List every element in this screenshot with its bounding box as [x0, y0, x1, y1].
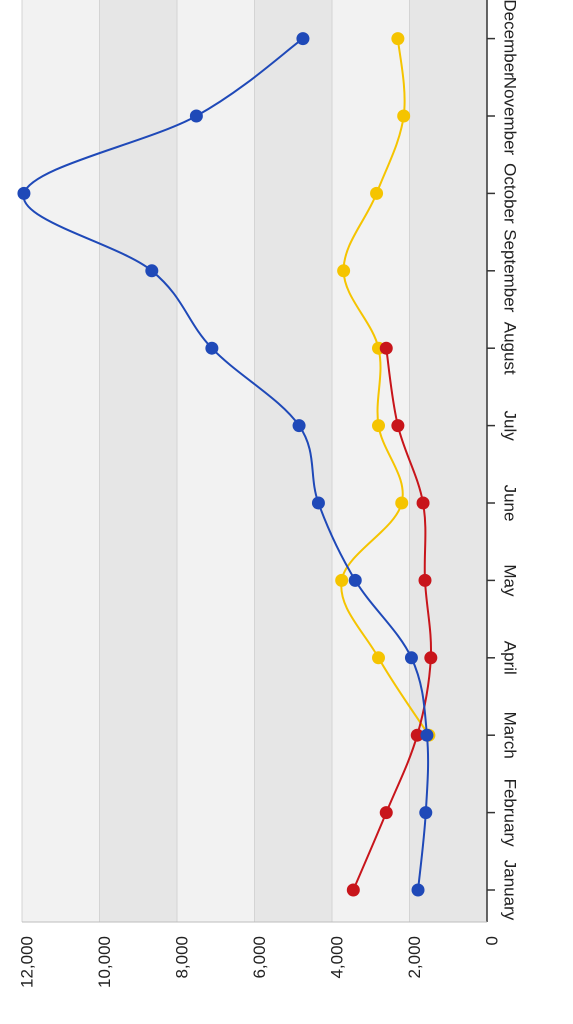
data-point[interactable] [404, 651, 418, 665]
x-tick-label: March [501, 712, 520, 759]
data-point[interactable] [346, 883, 360, 897]
series-3 [346, 341, 438, 897]
data-point[interactable] [17, 186, 31, 200]
data-point[interactable] [372, 419, 385, 433]
plot-band [177, 0, 255, 922]
x-tick-label: October [501, 163, 520, 224]
axes [22, 0, 488, 923]
y-tick-label: 6,000 [250, 936, 269, 979]
data-point[interactable] [379, 341, 393, 355]
data-point[interactable] [205, 341, 219, 355]
x-tick-label: February [501, 779, 520, 848]
plot-band [22, 0, 100, 922]
x-tick-label: August [501, 322, 520, 375]
x-tick-label: July [501, 410, 520, 441]
data-point[interactable] [296, 32, 310, 46]
data-point[interactable] [418, 573, 432, 587]
x-tick-label: June [501, 485, 520, 522]
plot-band [332, 0, 410, 922]
x-tick-label: September [501, 229, 520, 312]
y-tick-label: 4,000 [327, 936, 346, 979]
data-point[interactable] [391, 32, 405, 46]
y-tick-label: 8,000 [172, 936, 191, 979]
data-point[interactable] [410, 728, 424, 742]
data-point[interactable] [419, 806, 433, 820]
data-point[interactable] [335, 573, 349, 587]
data-point[interactable] [348, 573, 362, 587]
data-point[interactable] [292, 419, 306, 433]
data-point[interactable] [395, 496, 409, 510]
data-point[interactable] [189, 109, 203, 123]
series-group [17, 32, 438, 897]
plot-band [254, 0, 332, 922]
data-point[interactable] [420, 728, 434, 742]
data-point[interactable] [391, 419, 405, 433]
y-tick-label: 12,000 [17, 936, 36, 988]
x-tick-label: May [501, 564, 520, 597]
data-point[interactable] [397, 109, 411, 123]
data-point[interactable] [145, 264, 159, 278]
x-tick-label: January [501, 860, 520, 921]
x-tick-label: April [501, 641, 520, 675]
series-1 [17, 32, 434, 897]
plot-band [99, 0, 177, 922]
y-axis-ticks: 0 2,000 4,000 6,000 8,000 10,000 12,000 [17, 936, 501, 988]
y-tick-label: 0 [482, 936, 501, 945]
data-point[interactable] [416, 496, 430, 510]
series-line [340, 38, 430, 736]
data-point[interactable] [311, 496, 325, 510]
x-axis-ticks: January February March April May June July Augu… [487, 0, 520, 921]
series-2 [335, 32, 436, 742]
x-tick-label: November [501, 77, 520, 156]
plot-band [409, 0, 487, 922]
plot-background [22, 0, 487, 922]
data-point[interactable] [337, 264, 351, 278]
data-point[interactable] [372, 651, 385, 665]
data-point[interactable] [379, 806, 393, 820]
data-point[interactable] [370, 186, 384, 200]
data-point[interactable] [411, 883, 425, 897]
data-point[interactable] [424, 651, 438, 665]
y-tick-label: 2,000 [405, 936, 424, 979]
gridlines [21, 0, 410, 922]
y-tick-label: 10,000 [95, 936, 114, 988]
x-tick-label: December [501, 0, 520, 78]
